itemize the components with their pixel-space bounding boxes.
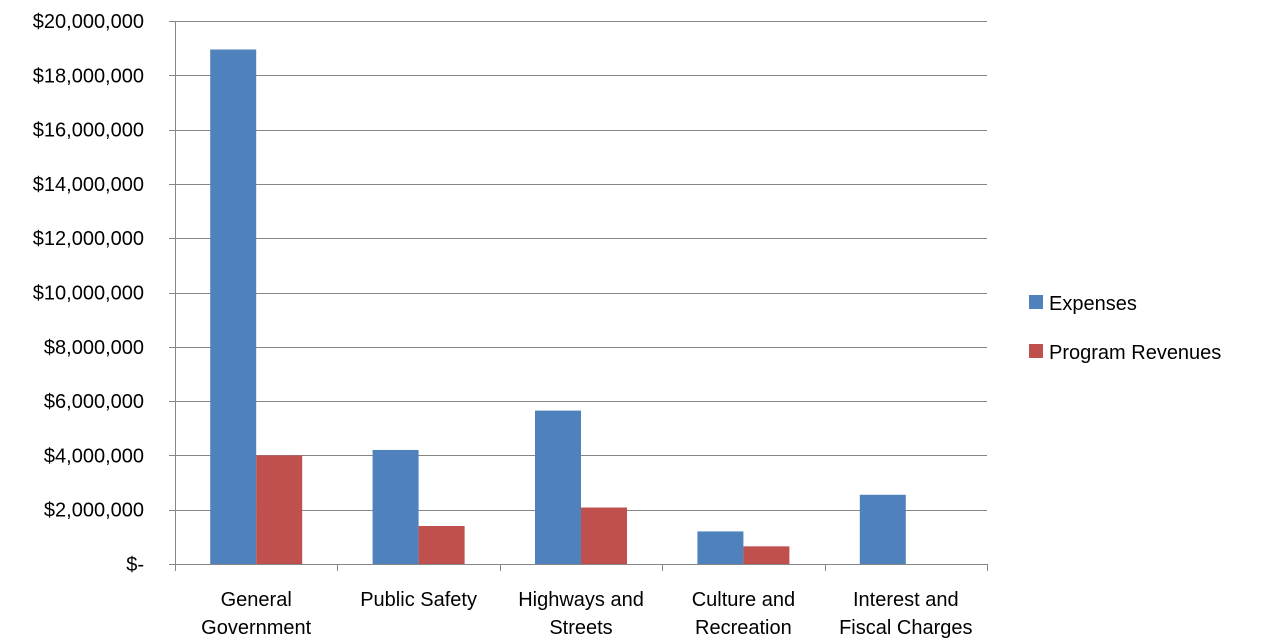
y-axis-tick-labels: $- $2,000,000 $4,000,000 $6,000,000 $8,000,0… xyxy=(33,11,144,576)
y-tick-label: $6,000,000 xyxy=(44,391,144,413)
bar-program-revenues xyxy=(743,546,790,564)
x-category-label: Culture and xyxy=(692,589,795,611)
bar-expenses xyxy=(535,410,581,564)
y-tick-label: $8,000,000 xyxy=(44,337,144,359)
x-category-label: Public Safety xyxy=(360,589,477,611)
bars xyxy=(210,49,906,564)
y-tick-label: $18,000,000 xyxy=(33,65,144,87)
legend-swatch xyxy=(1029,295,1043,309)
x-axis-category-labels: General Government Public Safety Highways a… xyxy=(201,589,972,639)
legend: Expenses Program Revenues xyxy=(1029,293,1221,364)
bar-program-revenues xyxy=(418,525,465,564)
x-category-label: Highways and xyxy=(518,589,644,611)
legend-swatch xyxy=(1029,344,1043,358)
y-tick-label: $20,000,000 xyxy=(33,11,144,33)
gridlines xyxy=(175,21,987,511)
x-category-label: Government xyxy=(201,617,311,639)
y-tick-label: $4,000,000 xyxy=(44,445,144,467)
bar-expenses xyxy=(210,49,257,564)
y-tick-label: $- xyxy=(126,554,144,576)
x-category-label: Interest and xyxy=(853,589,959,611)
legend-label: Program Revenues xyxy=(1049,342,1221,364)
y-tick-label: $12,000,000 xyxy=(33,228,144,250)
y-tick-label: $10,000,000 xyxy=(33,283,144,305)
x-category-label: Recreation xyxy=(695,617,792,639)
x-category-label: General xyxy=(221,589,292,611)
bar-expenses xyxy=(859,494,906,564)
y-tick-label: $2,000,000 xyxy=(44,500,144,522)
bar-program-revenues xyxy=(256,455,303,564)
bar-expenses xyxy=(697,531,744,564)
bar-program-revenues xyxy=(581,507,627,564)
axes xyxy=(169,21,988,571)
legend-label: Expenses xyxy=(1049,293,1137,315)
x-category-label: Fiscal Charges xyxy=(839,617,972,639)
bar-expenses xyxy=(372,449,419,564)
x-category-label: Streets xyxy=(549,617,612,639)
y-tick-label: $16,000,000 xyxy=(33,120,144,142)
y-tick-label: $14,000,000 xyxy=(33,174,144,196)
